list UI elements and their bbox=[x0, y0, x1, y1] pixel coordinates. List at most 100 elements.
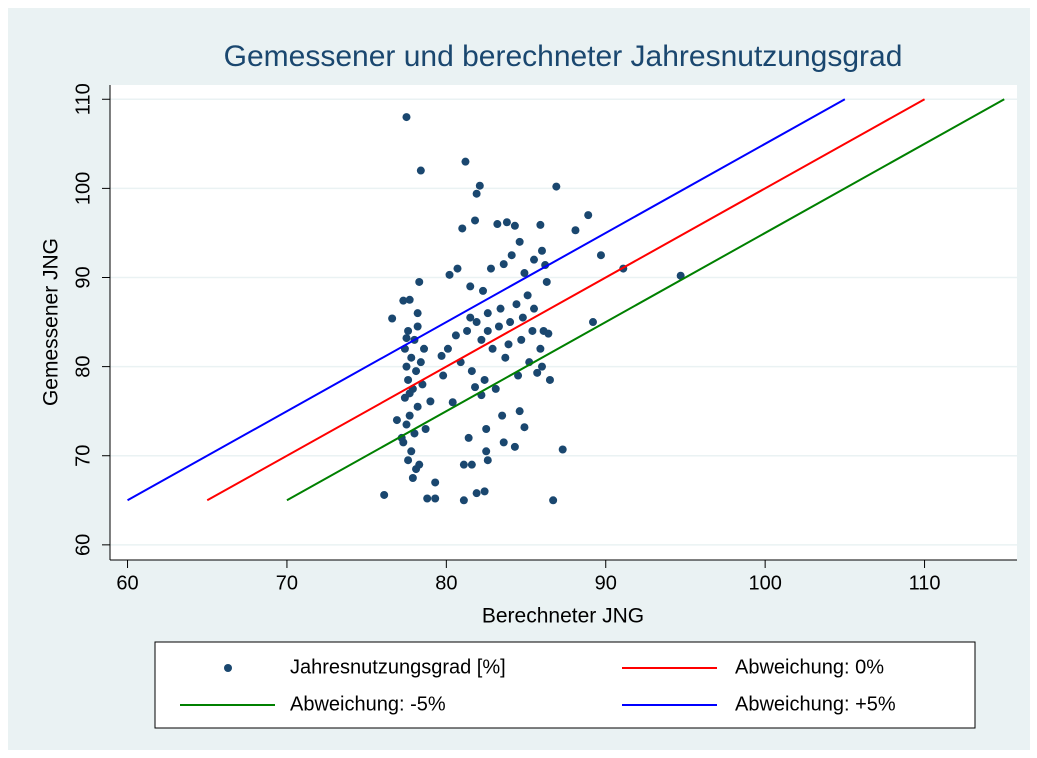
data-point bbox=[537, 246, 546, 255]
data-point bbox=[472, 489, 481, 498]
data-point bbox=[479, 286, 488, 295]
x-tick-label: 110 bbox=[909, 572, 941, 594]
data-point bbox=[443, 344, 452, 353]
data-point bbox=[404, 456, 413, 465]
data-point bbox=[464, 433, 473, 442]
data-point bbox=[482, 447, 491, 456]
data-point bbox=[483, 309, 492, 318]
data-point bbox=[467, 460, 476, 469]
data-point bbox=[512, 300, 521, 309]
data-point bbox=[515, 237, 524, 246]
legend-label: Abweichung: +5% bbox=[735, 693, 896, 715]
data-point bbox=[399, 296, 408, 305]
data-point bbox=[413, 309, 422, 318]
data-point bbox=[402, 420, 411, 429]
data-point bbox=[515, 407, 524, 416]
legend-label: Abweichung: 0% bbox=[735, 656, 884, 678]
y-tick-label: 80 bbox=[72, 355, 94, 377]
data-point bbox=[542, 277, 551, 286]
data-point bbox=[421, 424, 430, 433]
data-point bbox=[431, 478, 440, 487]
y-tick-label: 90 bbox=[72, 266, 94, 288]
data-point bbox=[491, 384, 500, 393]
data-point bbox=[499, 260, 508, 269]
data-point bbox=[499, 438, 508, 447]
data-point bbox=[488, 344, 497, 353]
data-point bbox=[471, 216, 480, 225]
data-point bbox=[549, 496, 558, 505]
data-point bbox=[448, 398, 457, 407]
data-point bbox=[552, 182, 561, 191]
x-tick-label: 100 bbox=[748, 572, 781, 594]
data-point bbox=[463, 326, 472, 335]
data-point bbox=[523, 291, 532, 300]
data-point bbox=[451, 331, 460, 340]
data-point bbox=[514, 371, 523, 380]
x-tick-label: 60 bbox=[116, 572, 138, 594]
data-point bbox=[477, 335, 486, 344]
data-point bbox=[493, 220, 502, 229]
plot-area bbox=[110, 85, 1017, 560]
x-tick-label: 80 bbox=[435, 572, 457, 594]
data-point bbox=[413, 322, 422, 331]
y-tick-label: 110 bbox=[72, 83, 94, 115]
legend-label: Jahresnutzungsgrad [%] bbox=[290, 656, 506, 678]
data-point bbox=[459, 460, 468, 469]
data-point bbox=[536, 220, 545, 229]
data-point bbox=[510, 442, 519, 451]
data-point bbox=[420, 344, 429, 353]
data-point bbox=[392, 416, 401, 425]
data-point bbox=[502, 218, 511, 227]
data-point bbox=[437, 351, 446, 360]
data-point bbox=[496, 304, 505, 313]
data-point bbox=[518, 313, 527, 322]
data-point bbox=[571, 226, 580, 235]
data-point bbox=[558, 445, 567, 454]
data-point bbox=[480, 375, 489, 384]
legend-symbol bbox=[224, 664, 232, 672]
data-point bbox=[483, 456, 492, 465]
data-point bbox=[533, 368, 542, 377]
data-point bbox=[388, 314, 397, 323]
data-point bbox=[528, 326, 537, 335]
reference-line bbox=[206, 98, 926, 502]
reference-line bbox=[127, 98, 846, 502]
chart-title: Gemessener und berechneter Jahresnutzung… bbox=[224, 40, 903, 73]
data-point bbox=[498, 411, 507, 420]
y-axis-title: Gemessener JNG bbox=[40, 238, 63, 406]
data-point bbox=[408, 474, 417, 483]
data-point bbox=[537, 362, 546, 371]
data-point bbox=[588, 318, 597, 327]
data-point bbox=[501, 353, 510, 362]
data-point bbox=[405, 295, 414, 304]
data-point bbox=[486, 264, 495, 273]
data-point bbox=[475, 181, 484, 190]
data-point bbox=[423, 494, 432, 503]
data-point bbox=[584, 211, 593, 220]
data-point bbox=[413, 402, 422, 411]
data-point bbox=[405, 411, 414, 420]
data-point bbox=[418, 380, 427, 389]
data-point bbox=[506, 318, 515, 327]
data-point bbox=[483, 326, 492, 335]
x-tick-label: 90 bbox=[595, 572, 617, 594]
data-point bbox=[510, 221, 519, 230]
data-point bbox=[494, 322, 503, 331]
data-point bbox=[504, 340, 513, 349]
data-point bbox=[466, 282, 475, 291]
y-tick-label: 100 bbox=[72, 172, 94, 205]
data-point bbox=[480, 487, 489, 496]
legend-label: Abweichung: -5% bbox=[290, 693, 446, 715]
data-point bbox=[467, 367, 476, 376]
data-point bbox=[405, 389, 414, 398]
data-point bbox=[416, 166, 425, 175]
legend bbox=[154, 641, 976, 729]
data-point bbox=[407, 353, 416, 362]
data-point bbox=[404, 375, 413, 384]
data-point bbox=[445, 270, 454, 279]
data-point bbox=[439, 371, 448, 380]
data-point bbox=[466, 313, 475, 322]
data-point bbox=[472, 189, 481, 198]
data-point bbox=[517, 335, 526, 344]
